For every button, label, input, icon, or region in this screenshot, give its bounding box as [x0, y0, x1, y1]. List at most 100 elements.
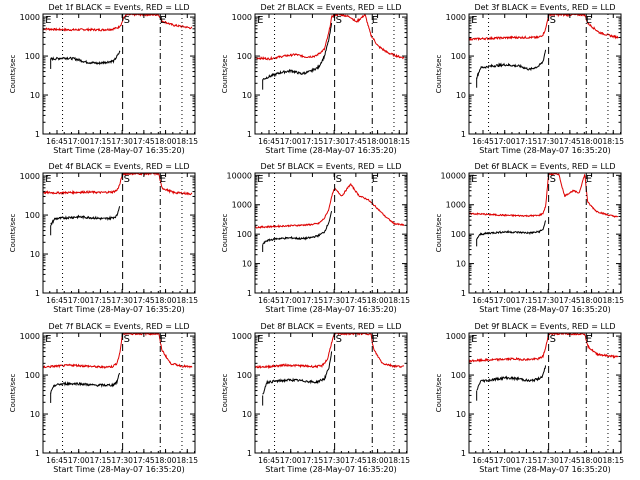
y-axis-label: Counts/sec: [221, 55, 229, 94]
panel-title: Det 6f BLACK = Events, RED = LLD: [474, 162, 615, 171]
x-tick-label: 17:30: [537, 137, 559, 146]
y-tick-label: 100: [25, 371, 40, 380]
x-tick-label: 17:15: [90, 137, 112, 146]
lld-series: [469, 14, 619, 42]
y-tick-label: 10: [242, 410, 252, 419]
y-tick-label: 100: [25, 211, 40, 220]
x-tick-label: 18:15: [388, 456, 410, 465]
x-tick-label: 17:45: [559, 296, 581, 305]
panel-title: Det 1f BLACK = Events, RED = LLD: [48, 3, 189, 12]
x-tick-label: 18:00: [367, 137, 389, 146]
y-tick-label: 1: [35, 289, 40, 298]
y-tick-label: 100: [451, 52, 466, 61]
marker-e: E: [45, 334, 51, 345]
panel-title: Det 8f BLACK = Events, RED = LLD: [260, 322, 401, 331]
lld-series: [469, 333, 619, 364]
marker-e: E: [257, 334, 263, 345]
y-tick-label: 100: [237, 230, 252, 239]
x-tick-label: 18:00: [581, 296, 603, 305]
x-tick-label: 17:30: [537, 456, 559, 465]
plot-frame: [42, 332, 196, 454]
lld-series: [255, 182, 405, 229]
y-tick-label: 1: [35, 130, 40, 139]
y-tick-label: 1000: [232, 332, 252, 341]
x-tick-label: 16:45: [472, 296, 494, 305]
x-tick-label: 17:15: [516, 137, 538, 146]
x-axis-label: Start Time (28-May-07 16:35:20): [265, 465, 396, 474]
panel-2f: Det 2f BLACK = Events, RED = LLD E S E 16:45…: [221, 3, 410, 155]
x-tick-label: 17:45: [345, 137, 367, 146]
x-tick-label: 17:15: [516, 456, 538, 465]
panel-3f: Det 3f BLACK = Events, RED = LLD E S E 16:45…: [435, 3, 624, 155]
panel-8f: Det 8f BLACK = Events, RED = LLD E S E 16:45…: [221, 322, 410, 474]
plot-frame: [42, 172, 196, 294]
events-series: [50, 372, 121, 394]
marker-e: E: [471, 15, 477, 26]
events-series: [50, 50, 121, 66]
y-tick-label: 1000: [20, 172, 40, 181]
x-tick-label: 17:15: [90, 296, 112, 305]
y-tick-label: 1000: [232, 13, 252, 22]
y-axis-label: Counts/sec: [221, 214, 229, 253]
events-series: [476, 220, 547, 240]
y-tick-label: 100: [451, 230, 466, 239]
plot-frame: [254, 332, 408, 454]
panel-4f: Det 4f BLACK = Events, RED = LLD E S E 16:45…: [9, 162, 198, 314]
panel-7f: Det 7f BLACK = Events, RED = LLD E S E 16:45…: [9, 322, 198, 474]
x-tick-label: 17:00: [280, 137, 302, 146]
x-tick-label: 18:00: [155, 296, 177, 305]
y-tick-label: 10: [30, 91, 40, 100]
plot-frame: [254, 13, 408, 135]
x-tick-label: 17:30: [537, 296, 559, 305]
lld-series: [255, 14, 405, 61]
y-tick-label: 10000: [441, 171, 466, 180]
x-tick-label: 16:45: [258, 296, 280, 305]
x-tick-label: 18:15: [602, 296, 624, 305]
marker-s: S: [124, 334, 130, 345]
x-tick-label: 18:15: [176, 296, 198, 305]
x-axis-label: Start Time (28-May-07 16:35:20): [53, 305, 184, 314]
y-axis-label: Counts/sec: [435, 55, 443, 94]
y-tick-label: 10: [30, 250, 40, 259]
marker-e: E: [372, 174, 378, 185]
events-series: [476, 365, 547, 391]
plot-frame: [254, 172, 408, 294]
y-axis-label: Counts/sec: [221, 374, 229, 413]
x-tick-label: 18:15: [602, 137, 624, 146]
plot-frame: [468, 13, 622, 135]
x-axis-label: Start Time (28-May-07 16:35:20): [53, 146, 184, 155]
y-tick-label: 10: [456, 260, 466, 269]
x-tick-label: 18:00: [581, 456, 603, 465]
plot-frame: [468, 332, 622, 454]
y-tick-label: 1: [247, 130, 252, 139]
x-axis-label: Start Time (28-May-07 16:35:20): [265, 146, 396, 155]
y-tick-label: 1: [35, 449, 40, 458]
y-tick-label: 10: [242, 91, 252, 100]
x-tick-label: 17:45: [345, 456, 367, 465]
panel-title: Det 2f BLACK = Events, RED = LLD: [260, 3, 401, 12]
x-tick-label: 18:00: [367, 296, 389, 305]
y-tick-label: 100: [25, 52, 40, 61]
y-tick-label: 10000: [227, 171, 252, 180]
x-tick-label: 18:15: [602, 456, 624, 465]
x-tick-label: 17:00: [280, 296, 302, 305]
marker-s: S: [336, 174, 342, 185]
plot-frame: [468, 172, 622, 294]
x-tick-label: 17:00: [494, 456, 516, 465]
y-tick-label: 1000: [20, 13, 40, 22]
x-tick-label: 17:45: [559, 137, 581, 146]
y-axis-label: Counts/sec: [9, 214, 17, 253]
panel-1f: Det 1f BLACK = Events, RED = LLD E S E 16:45…: [9, 3, 198, 155]
marker-s: S: [550, 174, 556, 185]
y-tick-label: 100: [237, 52, 252, 61]
marker-s: S: [550, 15, 556, 26]
x-axis-label: Start Time (28-May-07 16:35:20): [265, 305, 396, 314]
y-axis-label: Counts/sec: [9, 55, 17, 94]
x-tick-label: 17:00: [68, 296, 90, 305]
marker-e: E: [471, 174, 477, 185]
x-tick-label: 16:45: [472, 456, 494, 465]
marker-s: S: [336, 334, 342, 345]
x-tick-label: 16:45: [258, 456, 280, 465]
x-tick-label: 17:15: [302, 296, 324, 305]
